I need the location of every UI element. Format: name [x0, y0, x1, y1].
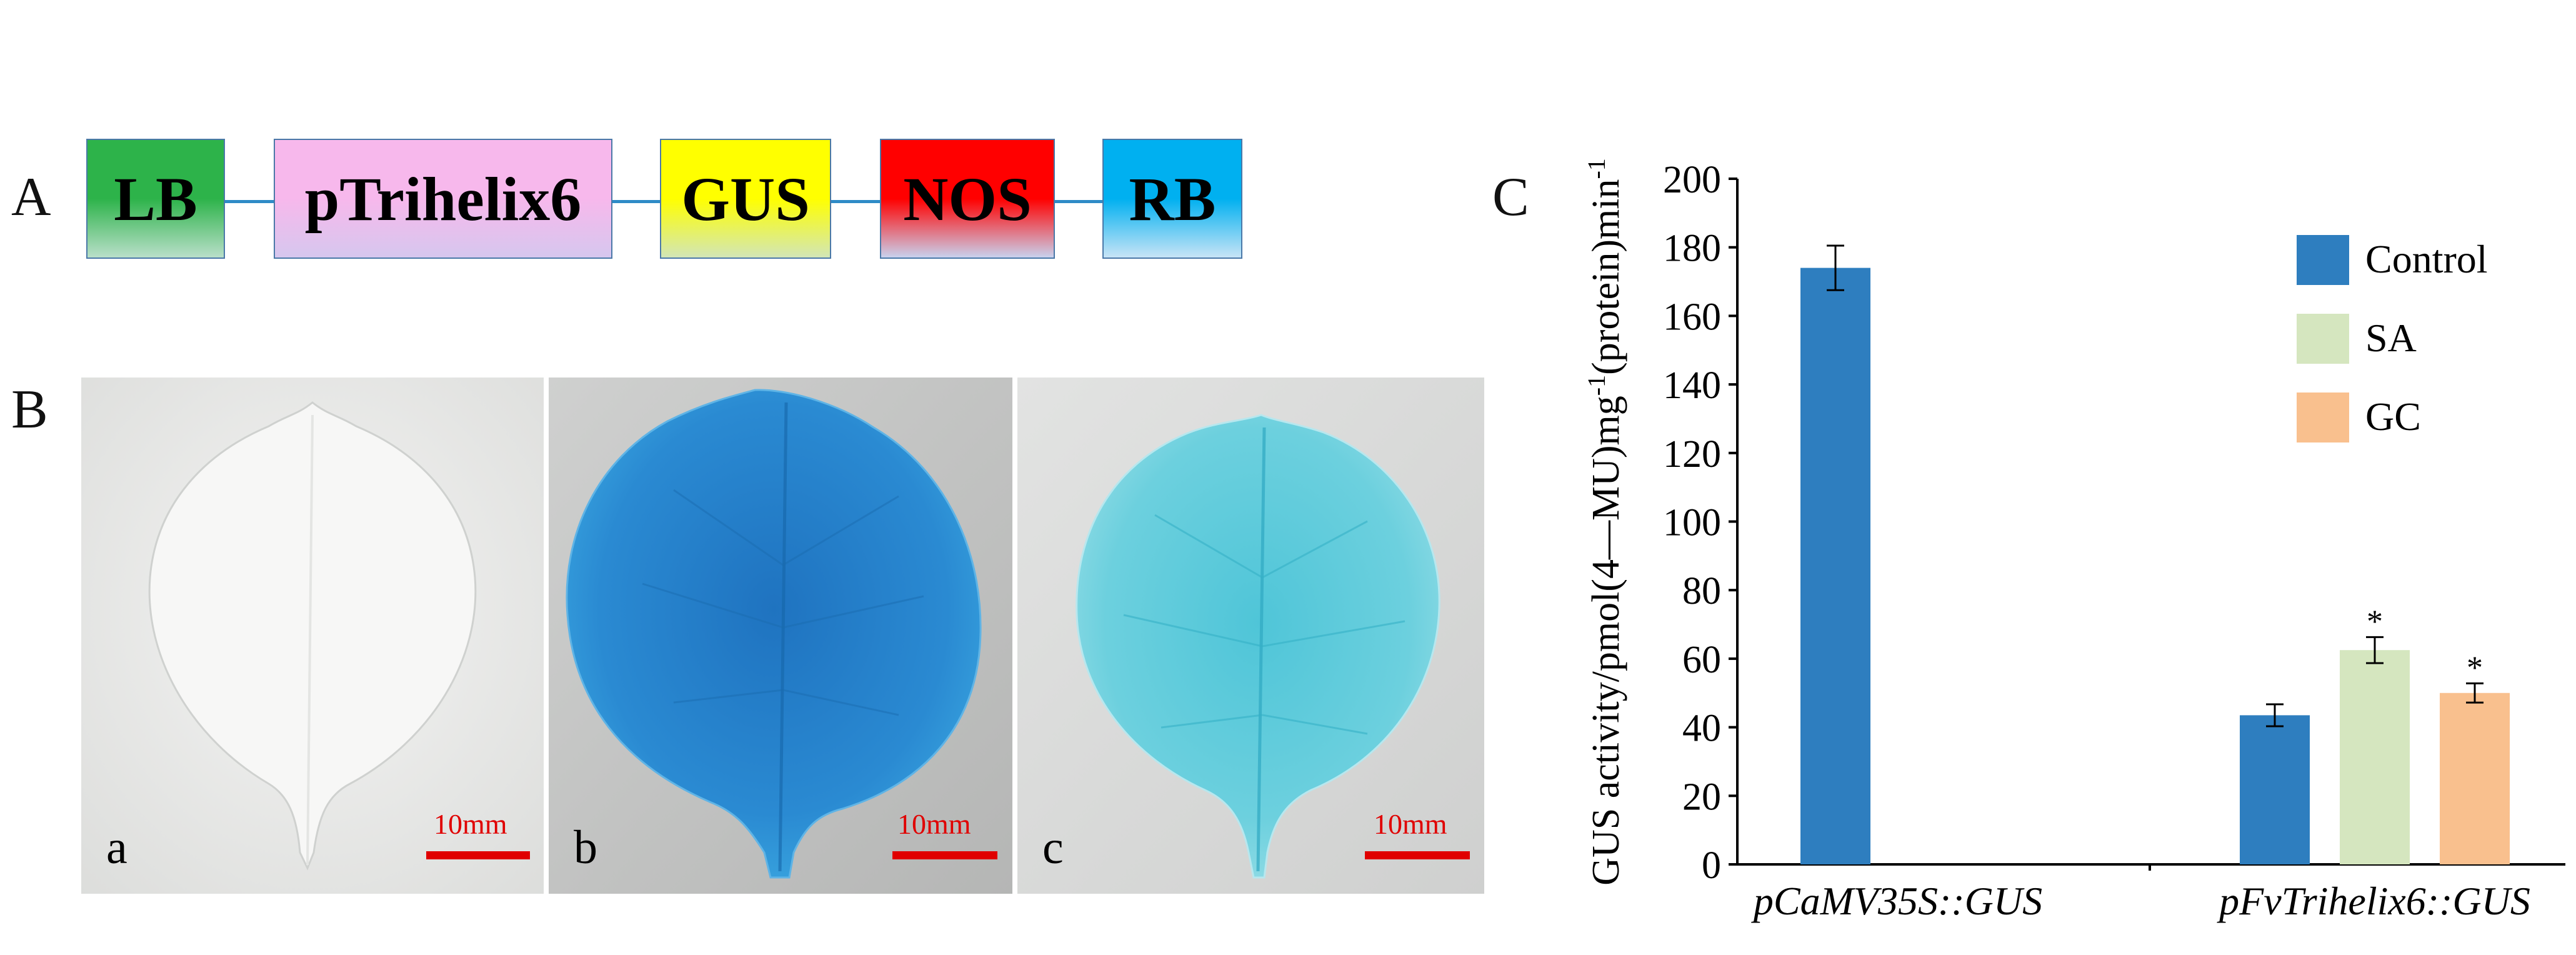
bar-control	[2240, 715, 2310, 864]
y-tick-label: 60	[1682, 639, 1721, 681]
y-tick-label: 120	[1663, 433, 1721, 476]
significance-marker: *	[2367, 604, 2383, 639]
panel-label-c: C	[1492, 167, 1529, 228]
scale-label-c: 10mm	[1374, 808, 1447, 840]
construct-element-rb: RB	[1102, 139, 1242, 259]
construct-element-lb: LB	[86, 139, 225, 259]
construct-connector	[1054, 200, 1104, 203]
legend-swatch-control	[2297, 235, 2349, 285]
bar-gc	[2440, 692, 2510, 864]
y-tick-label: 200	[1663, 159, 1721, 201]
legend-label-sa: SA	[2365, 316, 2417, 360]
leaf-photo-c: c 10mm	[1017, 378, 1484, 894]
stained-leaf-image-light	[1017, 378, 1484, 894]
gene-construct-diagram: LB pTrihelix6 GUS NOS RB	[0, 0, 1281, 269]
leaf-photo-a: a 10mm	[81, 378, 544, 894]
scale-bar-c	[1365, 851, 1470, 859]
stained-leaf-image-strong	[549, 378, 1012, 894]
panel-label-a: A	[11, 167, 51, 228]
y-tick-label: 100	[1663, 502, 1721, 544]
bar-control	[1800, 268, 1870, 864]
legend-label-control: Control	[2365, 237, 2488, 281]
construct-element-gus: GUS	[660, 139, 831, 259]
scale-label-b: 10mm	[897, 808, 971, 840]
y-tick-label: 140	[1663, 364, 1721, 407]
legend-label-gc: GC	[2365, 394, 2421, 439]
legend-swatch-sa	[2297, 314, 2349, 364]
y-tick-label: 20	[1682, 776, 1721, 818]
panel-label-b: B	[11, 379, 48, 440]
significance-marker: *	[2467, 650, 2483, 686]
unstained-leaf-image	[81, 378, 544, 894]
y-tick-label: 0	[1702, 844, 1721, 887]
bar-sa	[2340, 650, 2410, 864]
legend-swatch-gc	[2297, 392, 2349, 442]
photo-letter-a: a	[106, 821, 127, 874]
y-tick-label: 40	[1682, 708, 1721, 750]
photo-letter-b: b	[574, 821, 597, 874]
construct-connector	[830, 200, 880, 203]
y-tick-label: 180	[1663, 228, 1721, 270]
bar-chart-svg: 0 20 40 60 80 100 120 140 160 180 200pCaMV35S::GUS…	[1582, 158, 2565, 923]
scale-bar-a	[426, 851, 530, 859]
construct-connector	[224, 200, 274, 203]
y-tick-label: 80	[1682, 570, 1721, 612]
photo-letter-c: c	[1042, 821, 1064, 874]
construct-element-nos: NOS	[880, 139, 1055, 259]
x-category-label: pCaMV35S::GUS	[1751, 879, 2042, 923]
leaf-photo-strip: a 10mm b 10mm	[81, 378, 1484, 894]
scale-bar-b	[892, 851, 997, 859]
construct-element-promoter: pTrihelix6	[274, 139, 612, 259]
construct-connector	[611, 200, 661, 203]
leaf-photo-b: b 10mm	[549, 378, 1012, 894]
scale-label-a: 10mm	[434, 808, 507, 840]
y-tick-label: 160	[1663, 296, 1721, 338]
x-category-label: pFvTrihelix6::GUS	[2217, 879, 2530, 923]
y-axis-label: GUS activity/pmol(4—MU)mg-1(protein)min-…	[1582, 158, 1628, 886]
